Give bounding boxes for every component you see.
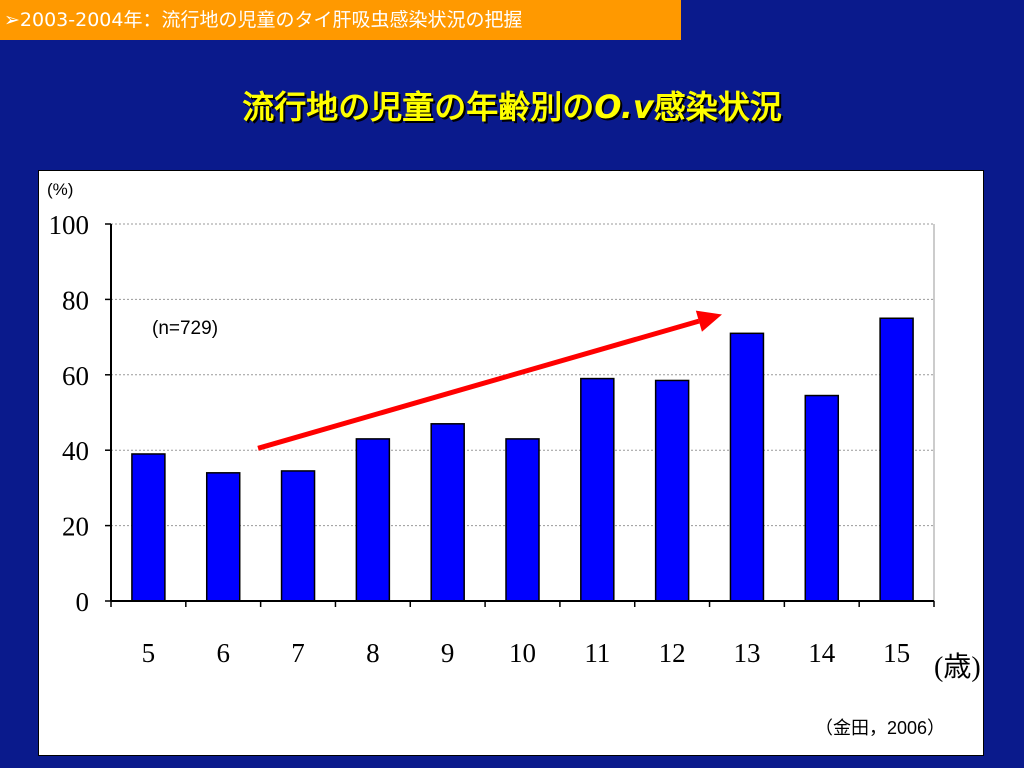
y-tick-label: 20: [62, 512, 89, 542]
bars: [131, 317, 914, 602]
x-tick-label: 11: [584, 638, 610, 668]
trend-arrow-head: [695, 310, 722, 332]
trend-arrow-shaft: [257, 318, 700, 451]
y-tick-label: 40: [62, 436, 89, 466]
bar: [729, 332, 765, 602]
y-tick-label: 0: [76, 587, 90, 617]
title-suffix: 感染状況: [653, 88, 782, 126]
x-tick-label: 12: [659, 638, 686, 668]
title-species: O.v: [594, 88, 654, 126]
x-axis-unit-label: (歳): [934, 651, 981, 683]
bar: [355, 438, 391, 602]
chart-panel: 0 20 40 60 80 100 5 6 7 8 9 10 11 12 13 14 15 (%) (歳) (n…: [38, 170, 984, 756]
source-citation: （金田，2006）: [815, 718, 945, 738]
bar: [505, 438, 540, 602]
bar-chart: 0 20 40 60 80 100 5 6 7 8 9 10 11 12 13 14 15 (%) (歳) (n…: [47, 180, 981, 738]
bar: [654, 379, 690, 602]
x-tick-label: 13: [733, 638, 760, 668]
labels: 0 20 40 60 80 100 5 6 7 8 9 10 11 12 13 14 15: [49, 210, 911, 668]
axes: [105, 223, 935, 607]
bar: [430, 423, 465, 602]
bar: [205, 472, 241, 602]
x-tick-label: 6: [216, 638, 230, 668]
bar: [131, 453, 166, 602]
title-main: 流行地の児童の年齢別の: [242, 88, 595, 126]
x-tick-label: 10: [509, 638, 536, 668]
bar: [804, 394, 840, 602]
top-banner: ➢2003-2004年：流行地の児童のタイ肝吸虫感染状況の把握: [0, 0, 681, 40]
x-tick-label: 15: [883, 638, 910, 668]
slide-title: 流行地の児童の年齢別のO.v感染状況: [0, 82, 1024, 128]
x-tick-label: 5: [142, 638, 156, 668]
bar: [879, 317, 914, 602]
y-tick-label: 60: [62, 361, 89, 391]
y-tick-label: 100: [49, 210, 90, 240]
bar: [580, 377, 615, 602]
x-tick-label: 14: [808, 638, 836, 668]
bar: [280, 470, 316, 602]
x-tick-label: 9: [441, 638, 455, 668]
sample-size-annotation: (n=729): [152, 318, 218, 339]
x-tick-label: 8: [366, 638, 380, 668]
x-tick-label: 7: [291, 638, 305, 668]
y-tick-label: 80: [62, 285, 89, 315]
y-axis-unit-label: (%): [47, 180, 73, 199]
grid-lines: [111, 223, 935, 601]
